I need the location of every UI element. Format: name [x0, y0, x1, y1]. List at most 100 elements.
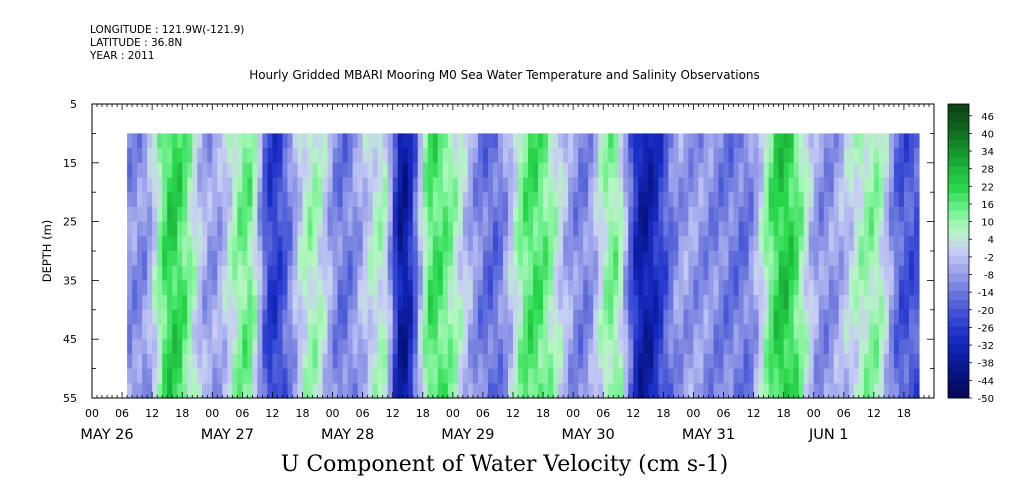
heatmap-cell: [798, 192, 805, 208]
heatmap-cell: [603, 206, 609, 223]
heatmap-cell: [327, 192, 334, 208]
heatmap-cell: [217, 368, 223, 384]
heatmap-cell: [633, 236, 639, 252]
heatmap-cell: [728, 133, 735, 149]
heatmap-cell: [718, 236, 725, 252]
heatmap-cell: [447, 148, 454, 164]
heatmap-cell: [678, 221, 684, 237]
heatmap-cell: [768, 324, 775, 340]
colorbar-label: 28: [981, 165, 994, 176]
heatmap-cell: [432, 324, 439, 340]
heatmap-cell: [457, 162, 464, 179]
heatmap-cell: [698, 206, 705, 223]
heatmap-cell: [172, 339, 178, 355]
heatmap-cell: [467, 339, 474, 355]
heatmap-cell: [768, 251, 775, 267]
heatmap-cell: [302, 162, 309, 179]
heatmap-cell: [437, 280, 444, 296]
heatmap-cell: [377, 148, 384, 164]
heatmap-cell: [618, 221, 624, 237]
heatmap-cell: [342, 280, 349, 296]
heatmap-cell: [848, 148, 855, 164]
heatmap-cell: [748, 221, 755, 237]
heatmap-cell: [442, 309, 449, 326]
heatmap-cell: [282, 339, 289, 355]
x-hour-label: 12: [386, 407, 400, 420]
heatmap-cell: [843, 133, 850, 149]
heatmap-cell: [628, 221, 634, 237]
heatmap-cell: [372, 383, 379, 399]
heatmap-cell: [878, 368, 885, 384]
heatmap-cell: [407, 368, 414, 384]
heatmap-cell: [422, 339, 429, 355]
heatmap-cell: [197, 324, 203, 340]
heatmap-cell: [538, 148, 544, 164]
heatmap-cell: [893, 309, 900, 326]
heatmap-cell: [873, 383, 880, 399]
heatmap-cell: [207, 295, 213, 311]
heatmap-cell: [543, 251, 549, 267]
heatmap-cell: [377, 295, 384, 311]
heatmap-cell: [698, 339, 705, 355]
heatmap-cell: [352, 148, 359, 164]
heatmap-cell: [823, 353, 830, 370]
heatmap-cell: [583, 236, 589, 252]
heatmap-cell: [893, 280, 900, 296]
heatmap-cell: [472, 221, 479, 237]
heatmap-cell: [878, 236, 885, 252]
heatmap-cell: [492, 236, 499, 252]
heatmap-cell: [127, 324, 133, 340]
heatmap-cell: [417, 236, 424, 252]
heatmap-cell: [913, 236, 920, 252]
heatmap-cell: [858, 265, 865, 281]
heatmap-cell: [588, 236, 594, 252]
heatmap-cell: [658, 353, 664, 370]
heatmap-cell: [477, 133, 484, 149]
heatmap-cell: [538, 251, 544, 267]
heatmap-cell: [157, 236, 163, 252]
heatmap-cell: [873, 192, 880, 208]
heatmap-cell: [568, 324, 574, 340]
heatmap-cell: [202, 368, 208, 384]
heatmap-cell: [322, 133, 329, 149]
heatmap-cell: [182, 353, 188, 370]
heatmap-cell: [738, 383, 745, 399]
heatmap-cell: [773, 324, 780, 340]
heatmap-cell: [372, 192, 379, 208]
heatmap-cell: [217, 206, 223, 223]
heatmap-cell: [773, 251, 780, 267]
heatmap-cell: [703, 206, 710, 223]
heatmap-cell: [422, 148, 429, 164]
heatmap-cell: [457, 221, 464, 237]
colorbar-label: -14: [978, 288, 994, 299]
heatmap-cell: [518, 251, 524, 267]
heatmap-cell: [913, 324, 920, 340]
heatmap-cell: [523, 368, 529, 384]
heatmap-cell: [472, 353, 479, 370]
heatmap-cell: [783, 353, 790, 370]
heatmap-cell: [427, 295, 434, 311]
heatmap-cell: [177, 236, 183, 252]
heatmap-cell: [833, 221, 840, 237]
heatmap-cell: [502, 383, 509, 399]
heatmap-cell: [783, 162, 790, 179]
heatmap-cell: [708, 251, 715, 267]
heatmap-cell: [773, 295, 780, 311]
heatmap-cell: [222, 133, 228, 149]
heatmap-cell: [818, 353, 825, 370]
heatmap-cell: [312, 353, 319, 370]
heatmap-cell: [618, 309, 624, 326]
heatmap-cell: [457, 148, 464, 164]
heatmap-cell: [317, 133, 324, 149]
heatmap-cell: [733, 206, 740, 223]
heatmap-cell: [417, 339, 424, 355]
colorbar-segment: [948, 139, 969, 149]
heatmap-cell: [658, 148, 664, 164]
heatmap-cell: [603, 280, 609, 296]
heatmap-cell: [487, 368, 494, 384]
heatmap-cell: [903, 251, 910, 267]
heatmap-cell: [808, 324, 815, 340]
heatmap-cell: [763, 221, 770, 237]
heatmap-cell: [748, 265, 755, 281]
heatmap-cell: [888, 206, 895, 223]
